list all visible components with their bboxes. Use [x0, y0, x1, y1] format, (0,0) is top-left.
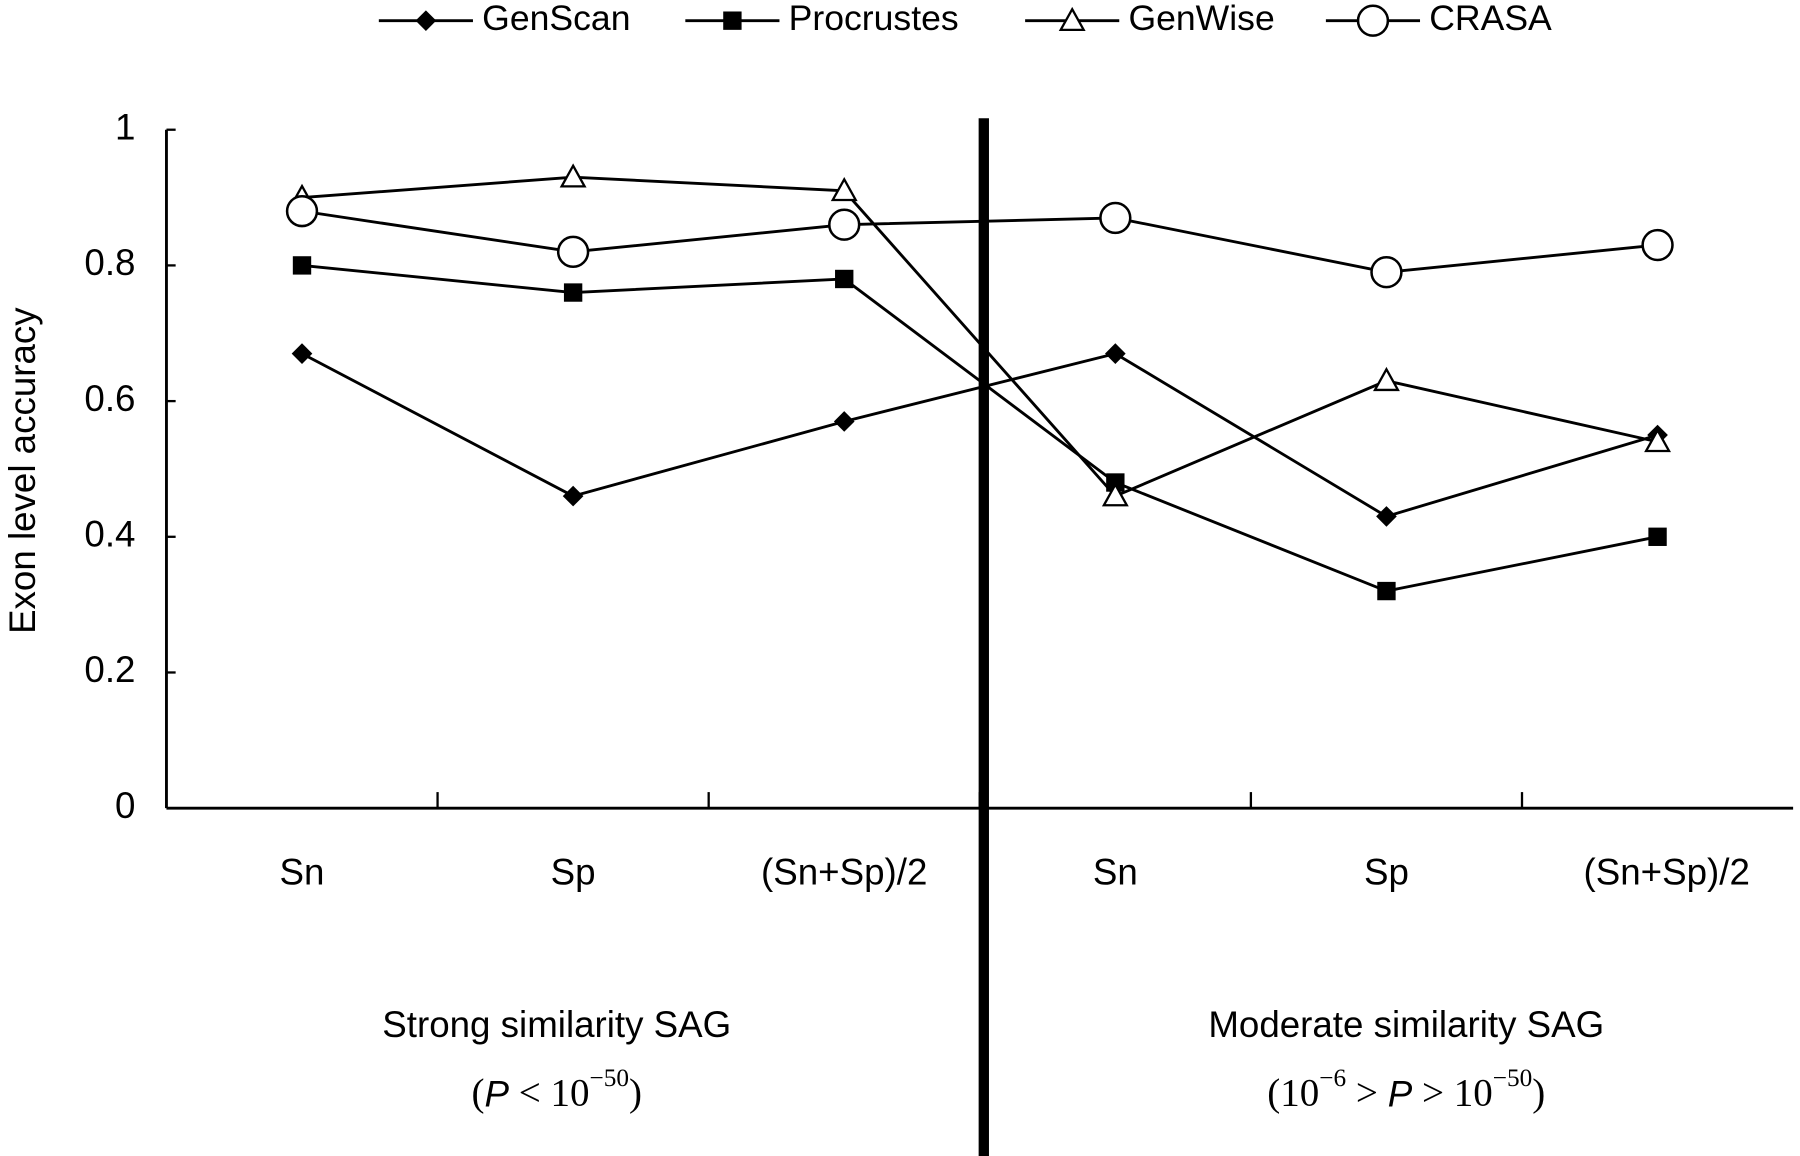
- y-tick-label: 0.2: [84, 649, 135, 690]
- marker: [562, 485, 584, 507]
- marker: [291, 343, 313, 364]
- marker: [1377, 581, 1396, 601]
- marker: [835, 269, 854, 289]
- condition-part: P: [484, 1073, 509, 1114]
- series-line: [301, 263, 1658, 593]
- y-tick-label: 0: [115, 785, 135, 826]
- condition-part: −50: [1493, 1064, 1533, 1092]
- marker: [828, 208, 861, 241]
- x-tick-label: Sn: [1093, 851, 1138, 892]
- y-axis-title: Exon level accuracy: [2, 307, 43, 634]
- legend-marker: [415, 10, 437, 31]
- series-line: [301, 175, 1658, 498]
- condition-part: P: [1388, 1073, 1413, 1114]
- condition-part: > 10: [1412, 1071, 1493, 1114]
- condition-part: −50: [590, 1064, 630, 1092]
- marker: [1641, 228, 1674, 262]
- y-tick-label: 0.4: [84, 513, 135, 554]
- legend-marker: [1356, 4, 1390, 37]
- marker: [292, 256, 312, 275]
- series-line: [301, 209, 1658, 274]
- marker: [1370, 256, 1403, 289]
- marker: [1644, 427, 1671, 453]
- marker: [830, 176, 858, 202]
- marker: [559, 163, 587, 188]
- legend-label: Procrustes: [789, 0, 959, 38]
- marker: [1648, 527, 1667, 546]
- group-label: Strong similarity SAG: [382, 1004, 731, 1045]
- legend-label: GenWise: [1128, 0, 1274, 38]
- condition-part: (10: [1267, 1071, 1319, 1114]
- marker: [1101, 482, 1129, 507]
- legend-marker: [1058, 6, 1086, 31]
- x-tick-label: (Sn+Sp)/2: [1584, 851, 1750, 892]
- condition-part: ): [1532, 1071, 1545, 1114]
- group-label: Moderate similarity SAG: [1208, 1004, 1604, 1045]
- y-tick-label: 0.8: [84, 242, 135, 283]
- condition-part: ): [629, 1071, 642, 1114]
- legend-label: GenScan: [482, 0, 630, 38]
- marker: [563, 283, 583, 302]
- condition-part: >: [1346, 1071, 1388, 1114]
- x-tick-label: Sp: [1364, 851, 1409, 892]
- condition-part: −6: [1319, 1064, 1346, 1092]
- marker: [1376, 506, 1397, 527]
- group-condition: (P < 10−50): [471, 1064, 642, 1114]
- x-tick-label: Sp: [551, 851, 596, 892]
- group-condition: (10−6 > P > 10−50): [1267, 1064, 1545, 1114]
- condition-part: < 10: [509, 1071, 590, 1114]
- x-tick-label: (Sn+Sp)/2: [761, 851, 927, 892]
- marker: [556, 235, 590, 269]
- y-tick-label: 0.6: [84, 378, 135, 419]
- marker: [1105, 343, 1126, 364]
- marker: [285, 194, 319, 228]
- y-tick-label: 1: [115, 106, 135, 147]
- legend-label: CRASA: [1429, 0, 1552, 38]
- x-tick-label: Sn: [280, 851, 325, 892]
- condition-part: (: [471, 1071, 484, 1114]
- marker: [1099, 201, 1132, 235]
- series-line: [301, 352, 1658, 518]
- legend-marker: [723, 11, 742, 30]
- marker: [833, 411, 855, 432]
- marker: [1373, 366, 1400, 392]
